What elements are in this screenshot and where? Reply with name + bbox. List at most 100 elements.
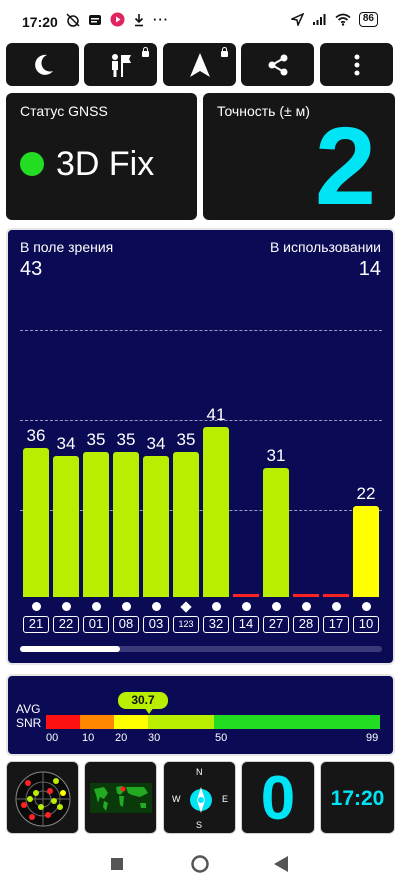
signal-value-27: 31 [266, 446, 286, 466]
satellite-prn-03: 03 [143, 616, 169, 633]
fix-status-text: 3D Fix [56, 145, 155, 183]
satellites-count-value: 0 [260, 764, 296, 833]
compass-tile[interactable]: N S W E [163, 761, 236, 834]
world-map-tile[interactable] [84, 761, 157, 834]
satellite-prn-10: 10 [353, 616, 379, 633]
snr-label-snr: SNR [16, 716, 42, 730]
snr-segment-lime [148, 715, 214, 729]
snr-tick: 00 [46, 732, 59, 744]
satellite-prn-21: 21 [23, 616, 49, 633]
snr-tick: 99 [366, 732, 379, 744]
signal-value-08: 35 [116, 429, 136, 449]
navigation-arrow-icon [189, 52, 210, 77]
signal-bar-22 [53, 455, 79, 597]
used-in-fix-dot [241, 602, 251, 611]
youtube-icon [110, 12, 125, 27]
used-in-fix-dot [331, 602, 341, 611]
home-circle-icon[interactable] [190, 854, 210, 874]
snr-segment-green [214, 715, 380, 729]
clock-value: 17:20 [330, 787, 385, 810]
compass-west-label: W [172, 794, 181, 804]
satellite-prn-01: 01 [83, 616, 109, 633]
fix-status-indicator [20, 152, 44, 176]
signal-bar-27 [263, 468, 289, 597]
status-system-icons: 86 [290, 12, 378, 27]
satellite-prn-28: 28 [293, 616, 319, 633]
gnss-status-label: Статус GNSS [20, 103, 108, 119]
download-icon [134, 13, 144, 26]
more-vertical-icon [354, 54, 359, 75]
satellite-prn-14: 14 [233, 616, 259, 633]
signal-bar-123 [173, 451, 199, 597]
avg-snr-panel: AVG SNR 00 10 20 30 50 99 30.7 [6, 674, 395, 756]
used-in-fix-dot [271, 602, 281, 611]
signal-bar-21 [23, 447, 49, 597]
grid-line [20, 330, 382, 331]
radar-view-tile[interactable] [6, 761, 79, 834]
more-menu-button[interactable] [320, 43, 393, 86]
signal-value-32: 41 [206, 404, 226, 424]
used-in-fix-dot [361, 602, 371, 611]
clock-tile[interactable]: 17:20 [320, 761, 395, 834]
avg-snr-pointer [144, 707, 154, 714]
used-in-fix-dot [151, 602, 161, 611]
status-notification-icons: ··· [66, 12, 169, 27]
compass-north-label: N [196, 767, 203, 777]
in-use-label: В использовании [269, 239, 381, 255]
snr-color-scale [46, 715, 380, 729]
satellite-prn-17: 17 [323, 616, 349, 633]
person-flag-icon [111, 53, 131, 77]
used-in-fix-dot [31, 602, 41, 611]
chart-scrollbar-thumb[interactable] [20, 646, 120, 652]
used-in-fix-dot [91, 602, 101, 611]
signal-bar-08 [113, 451, 139, 597]
back-triangle-icon[interactable] [274, 856, 288, 872]
used-in-fix-dot [211, 602, 221, 611]
snr-segment-yellow [114, 715, 148, 729]
map-lock-button[interactable] [84, 43, 157, 86]
used-in-fix-diamond [180, 601, 192, 613]
sky-radar-icon [15, 771, 71, 827]
navigate-lock-button[interactable] [163, 43, 236, 86]
signal-bar-01 [83, 451, 109, 597]
satellites-count-tile[interactable]: 0 [241, 761, 315, 834]
snr-tick: 30 [148, 732, 161, 744]
grid-line [20, 420, 382, 421]
alarm-off-icon [66, 12, 80, 27]
satellite-prn-22: 22 [53, 616, 79, 633]
gnss-status-panel: Статус GNSS [6, 93, 197, 220]
grid-line [20, 510, 382, 511]
used-in-fix-dot [121, 602, 131, 611]
lock-icon [221, 47, 228, 57]
lock-icon [142, 47, 149, 57]
signal-icon [312, 14, 326, 25]
in-view-count: 43 [20, 258, 43, 280]
in-use-count: 14 [358, 258, 381, 280]
snr-tick: 50 [215, 732, 228, 744]
accuracy-panel: Точность (± м) [203, 93, 395, 220]
chart-scrollbar[interactable] [20, 646, 382, 652]
satellite-prn-08: 08 [113, 616, 139, 633]
signal-bar-32 [203, 426, 229, 597]
status-bar: 17:20 ··· 86 [0, 0, 400, 40]
signal-bar-14 [233, 594, 259, 597]
news-icon [89, 14, 101, 25]
signal-bar-03 [143, 455, 169, 597]
signal-bar-17 [323, 594, 349, 597]
used-in-fix-dot [61, 602, 71, 611]
signal-value-123: 35 [176, 429, 196, 449]
satellite-signal-panel[interactable]: В поле зрения 43 В использовании 14 36 21… [6, 228, 395, 665]
location-arrow-icon [290, 13, 304, 26]
share-button[interactable] [241, 43, 314, 86]
compass-south-label: S [196, 820, 203, 830]
recents-square-icon[interactable] [111, 858, 123, 870]
avg-snr-value: 30.7 [118, 692, 168, 709]
used-in-fix-dot [301, 602, 311, 611]
compass-east-label: E [222, 794, 229, 804]
in-view-label: В поле зрения [20, 239, 114, 255]
night-mode-button[interactable] [6, 43, 79, 86]
signal-bar-28 [293, 594, 319, 597]
world-map-icon [90, 783, 152, 813]
battery-icon: 86 [358, 12, 378, 27]
snr-tick: 20 [115, 732, 128, 744]
